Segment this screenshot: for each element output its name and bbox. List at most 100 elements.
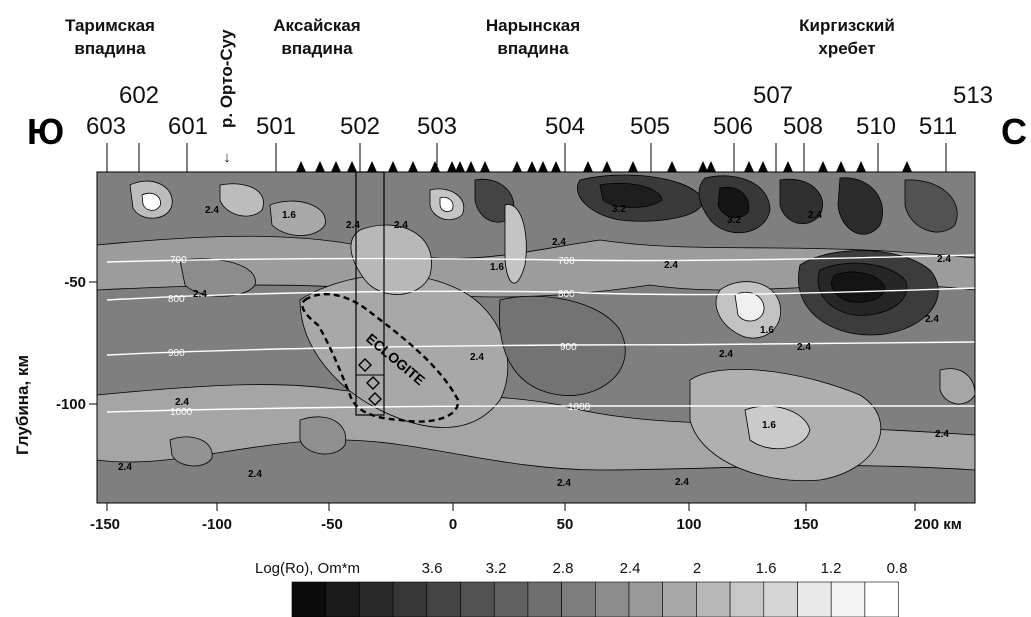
contour-label: 3.2 <box>727 215 741 226</box>
legend-swatch <box>392 581 428 617</box>
legend-swatch <box>864 581 899 617</box>
station-label: 505 <box>630 113 670 140</box>
diamond-marker-icon <box>358 358 372 372</box>
isotherm-label: 900 <box>560 342 577 353</box>
contour-label: 2.4 <box>557 478 571 489</box>
diamond-marker-icon <box>366 376 380 390</box>
legend-swatch <box>460 581 495 617</box>
legend-value: 2.8 <box>553 560 574 577</box>
x-axis-labels: -150 -100 -50 0 50 100 150 200 км <box>90 516 962 533</box>
isotherm-label: 700 <box>558 256 575 267</box>
station-label: 513 <box>953 82 993 109</box>
contour-label: 2.4 <box>470 352 484 363</box>
x-tick-label: 200 км <box>914 516 962 533</box>
station-label: 508 <box>783 113 823 140</box>
river-arrow-icon: ↓ <box>223 149 231 166</box>
region-aksai-line2: впадина <box>281 39 353 58</box>
x-tick-label: 50 <box>557 516 574 533</box>
eclogite-outline <box>301 293 460 423</box>
contour-label: 1.6 <box>490 262 504 273</box>
plot-frame <box>96 171 976 504</box>
contour-label: 2.4 <box>175 397 189 408</box>
x-tick-label: -150 <box>90 516 120 533</box>
contour-label: 2.4 <box>346 220 360 231</box>
site-triangles <box>296 161 912 172</box>
isotherm-label: 1000 <box>170 407 193 418</box>
station-label: 504 <box>545 113 585 140</box>
isotherm-label: 800 <box>168 294 185 305</box>
legend-swatch <box>426 581 461 617</box>
contour-label: 1.6 <box>760 325 774 336</box>
contour-label: 2.4 <box>205 205 219 216</box>
region-kyrgyz-line2: хребет <box>818 39 875 58</box>
stations-row1: 603 601 501 502 503 504 505 506 508 510 … <box>86 113 957 140</box>
legend-value: 1.2 <box>821 560 842 577</box>
region-tarim-line2: впадина <box>74 39 146 58</box>
north-label: С <box>1001 111 1027 152</box>
contour-label: 2.4 <box>925 314 939 325</box>
station-label: 507 <box>753 82 793 109</box>
isotherm-labels: 700 700 800 800 900 900 1000 1000 <box>168 255 591 418</box>
station-label: 503 <box>417 113 457 140</box>
south-label: Ю <box>27 111 64 152</box>
x-tick-label: 150 <box>793 516 818 533</box>
region-kyrgyz-line1: Киргизский <box>799 16 895 35</box>
legend-swatch <box>359 581 394 617</box>
isotherm-label: 800 <box>558 289 575 300</box>
region-headers: Таримская впадина Аксайская впадина Нары… <box>65 16 895 58</box>
isotherm-lines <box>106 254 976 413</box>
legend-value: 3.2 <box>486 560 507 577</box>
legend-swatch <box>594 581 630 617</box>
isotherm-label: 900 <box>168 348 185 359</box>
contour-label: 3.2 <box>612 204 626 215</box>
legend-swatch <box>729 581 765 617</box>
x-axis-ticks <box>106 503 916 511</box>
y-tick-label: -100 <box>56 396 86 413</box>
station-label: 603 <box>86 113 126 140</box>
legend-swatches <box>291 581 899 617</box>
resistivity-field <box>97 172 975 503</box>
stations-row2: 602 507 513 <box>119 82 993 109</box>
x-tick-label: 100 <box>676 516 701 533</box>
region-aksai-line1: Аксайская <box>273 16 360 35</box>
contour-label: 2.4 <box>193 289 207 300</box>
contour-label: 2.4 <box>935 429 949 440</box>
contour-label: 2.4 <box>797 342 811 353</box>
legend-swatch <box>696 581 731 617</box>
legend-swatch <box>325 581 360 617</box>
legend-value: 3.6 <box>422 560 443 577</box>
legend-swatch <box>493 581 529 617</box>
contour-label: 2.4 <box>248 469 262 480</box>
diamond-marker-icon <box>368 392 382 406</box>
contour-label: 1.6 <box>762 420 776 431</box>
color-legend: Log(Ro), Om*m 3.6 3.2 2.8 2.4 2 1.6 1.2 … <box>255 560 907 617</box>
legend-swatch <box>830 581 866 617</box>
legend-swatch <box>763 581 798 617</box>
legend-title: Log(Ro), Om*m <box>255 560 360 577</box>
legend-value: 1.6 <box>756 560 777 577</box>
station-label: 511 <box>919 113 957 140</box>
station-label: 510 <box>856 113 896 140</box>
y-tick-label: -50 <box>64 274 86 291</box>
x-tick-label: -50 <box>321 516 343 533</box>
contour-label: 1.6 <box>282 210 296 221</box>
station-label: 506 <box>713 113 753 140</box>
legend-value: 0.8 <box>887 560 908 577</box>
y-axis-label: Глубина, км <box>13 355 32 455</box>
x-tick-label: 0 <box>449 516 457 533</box>
legend-value: 2 <box>693 560 701 577</box>
region-naryn-line1: Нарынская <box>486 16 580 35</box>
station-label: 501 <box>256 113 296 140</box>
legend-swatch <box>527 581 562 617</box>
station-label: 601 <box>168 113 208 140</box>
legend-value: 2.4 <box>620 560 641 577</box>
y-axis-ticks <box>89 281 97 405</box>
contour-label: 2.4 <box>394 220 408 231</box>
station-label: 502 <box>340 113 380 140</box>
legend-swatch <box>561 581 596 617</box>
contour-label: 2.4 <box>808 210 822 221</box>
contour-label: 2.4 <box>719 349 733 360</box>
legend-swatch <box>291 581 327 617</box>
contour-labels: 2.4 1.6 3.2 2.4 2.4 1.6 2.4 3.2 2.4 2.4 … <box>118 204 951 489</box>
